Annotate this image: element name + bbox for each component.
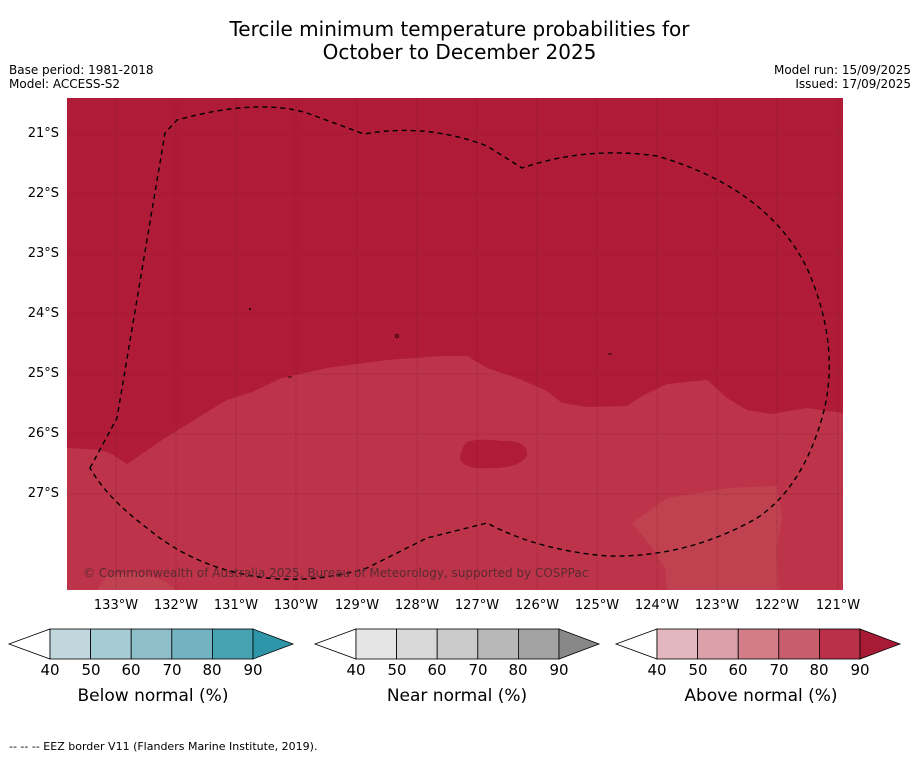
lon-label: 127°W (454, 598, 500, 613)
legend-title: Above normal (%) (684, 686, 838, 706)
colorbar-bin (90, 628, 132, 660)
colorbar-bin (737, 628, 780, 660)
colorbar-bin (396, 628, 438, 660)
lon-label: 130°W (273, 598, 319, 613)
legend-tick: 60 (427, 661, 447, 679)
colorbar-max-extension (252, 628, 295, 660)
lon-label: 133°W (93, 598, 139, 613)
legend-tick: 50 (387, 661, 407, 679)
legend-tick: 60 (121, 661, 141, 679)
legend-below-normal: 40 50 60 70 80 90 Below normal (%) (7, 628, 309, 708)
legend-tick: 80 (508, 661, 528, 679)
colorbar-min-extension (7, 628, 51, 660)
legend-tick: 80 (809, 661, 829, 679)
lat-label: 26°S (27, 426, 59, 441)
legend-tick: 70 (468, 661, 488, 679)
colorbar-bin (171, 628, 213, 660)
lon-label: 123°W (694, 598, 740, 613)
base-period: Base period: 1981-2018 (9, 63, 154, 77)
legend-near-normal: 40 50 60 70 80 90 Near normal (%) (313, 628, 615, 708)
left-metadata: Base period: 1981-2018 Model: ACCESS-S2 (9, 63, 154, 91)
legend-title: Near normal (%) (386, 686, 528, 706)
colorbar-min-extension (614, 628, 658, 660)
legend-tick: 50 (688, 661, 708, 679)
copyright-notice: © Commonwealth of Australia 2025, Bureau… (83, 566, 589, 580)
map-title: Tercile minimum temperature probabilitie… (0, 18, 919, 64)
legend-tick: 50 (81, 661, 101, 679)
lat-label: 21°S (27, 126, 59, 141)
island-marker (395, 334, 399, 338)
lon-label: 121°W (815, 598, 861, 613)
probability-map (67, 98, 843, 590)
legend-tick: 40 (40, 661, 60, 679)
colorbar-max-extension (859, 628, 902, 660)
map-canvas (67, 98, 843, 590)
legend-title: Below normal (%) (77, 686, 229, 706)
lon-label: 126°W (514, 598, 560, 613)
issued-date: Issued: 17/09/2025 (795, 77, 911, 91)
eez-footnote: -- -- -- EEZ border V11 (Flanders Marine… (9, 740, 318, 753)
above-normal-60-70-region (632, 486, 782, 590)
legend-tick: 40 (647, 661, 667, 679)
colorbar-bin (436, 628, 479, 660)
legend-tick: 70 (769, 661, 789, 679)
colorbar-bin (517, 628, 560, 660)
lon-label: 125°W (574, 598, 620, 613)
lat-label: 23°S (27, 246, 59, 261)
colorbar-bin (778, 628, 820, 660)
graticule (67, 98, 843, 590)
lon-label: 124°W (634, 598, 680, 613)
colorbar-max-extension (558, 628, 601, 660)
eez-border (89, 106, 830, 580)
colorbar-below-normal (7, 628, 295, 660)
colorbar-bin (477, 628, 519, 660)
island-marker (249, 308, 251, 310)
lon-label: 132°W (153, 598, 199, 613)
lon-label: 128°W (394, 598, 440, 613)
legend-tick: 90 (549, 661, 569, 679)
colorbar-bin (130, 628, 173, 660)
lat-label: 25°S (27, 366, 59, 381)
colorbar-bin (355, 628, 397, 660)
legend-above-normal: 40 50 60 70 80 90 Above normal (%) (614, 628, 916, 708)
legend-tick: 90 (243, 661, 263, 679)
colorbar-bin (211, 628, 254, 660)
colorbar-bin (697, 628, 739, 660)
colorbar-above-normal (614, 628, 902, 660)
title-line-1: Tercile minimum temperature probabilitie… (229, 17, 690, 41)
legend-tick: 40 (346, 661, 366, 679)
colorbar-near-normal (313, 628, 601, 660)
legend-tick: 60 (728, 661, 748, 679)
right-metadata: Model run: 15/09/2025 Issued: 17/09/2025 (774, 63, 911, 91)
model-run: Model run: 15/09/2025 (773, 63, 911, 77)
lon-label: 131°W (213, 598, 259, 613)
colorbar-bin (49, 628, 91, 660)
lat-label: 24°S (27, 306, 59, 321)
colorbar-bin (656, 628, 698, 660)
lon-label: 129°W (334, 598, 380, 613)
model-name: Model: ACCESS-S2 (9, 77, 121, 91)
colorbar-bin (818, 628, 861, 660)
legend-tick: 90 (850, 661, 870, 679)
legend-tick: 80 (202, 661, 222, 679)
colorbar-min-extension (313, 628, 357, 660)
lon-label: 122°W (754, 598, 800, 613)
lat-label: 22°S (27, 186, 59, 201)
lat-label: 27°S (27, 486, 59, 501)
above-normal-60-70-region-sw (97, 572, 177, 590)
legend-tick: 70 (162, 661, 182, 679)
title-line-2: October to December 2025 (322, 40, 597, 64)
